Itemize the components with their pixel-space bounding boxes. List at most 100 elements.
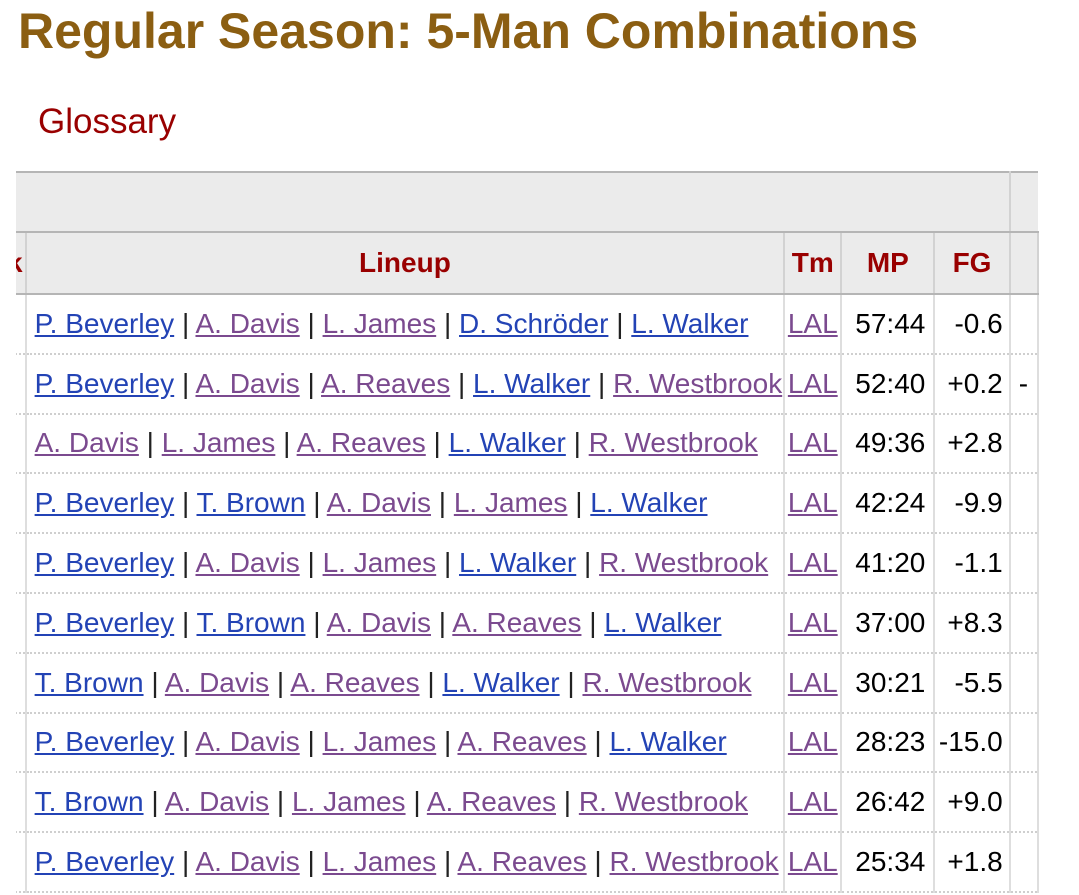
player-link[interactable]: T. Brown bbox=[34, 666, 144, 698]
player-link[interactable]: A. Davis bbox=[195, 367, 300, 399]
overflow-cell bbox=[1009, 294, 1040, 355]
player-link[interactable]: A. Davis bbox=[326, 487, 431, 519]
page-title: Regular Season: 5-Man Combinations bbox=[18, 3, 919, 59]
team-link[interactable]: LAL bbox=[787, 427, 838, 459]
player-link[interactable]: L. James bbox=[453, 487, 568, 519]
player-link[interactable]: A. Reaves bbox=[426, 786, 557, 818]
glossary-link[interactable]: Glossary bbox=[38, 102, 177, 141]
player-link[interactable]: T. Brown bbox=[34, 786, 144, 818]
player-link[interactable]: A. Reaves bbox=[452, 606, 582, 638]
player-link[interactable]: L. Walker bbox=[604, 606, 722, 638]
player-link[interactable]: P. Beverley bbox=[34, 367, 175, 399]
team-cell: LAL bbox=[784, 832, 843, 893]
player-link[interactable]: L. Walker bbox=[590, 487, 708, 519]
team-link[interactable]: LAL bbox=[787, 726, 838, 758]
team-link[interactable]: LAL bbox=[787, 547, 838, 579]
lineup-separator: | bbox=[576, 547, 600, 579]
player-link[interactable]: P. Beverley bbox=[34, 487, 175, 519]
player-link[interactable]: P. Beverley bbox=[34, 547, 175, 579]
team-link[interactable]: LAL bbox=[787, 666, 838, 698]
player-link[interactable]: L. Walker bbox=[609, 726, 727, 758]
team-link[interactable]: LAL bbox=[787, 307, 838, 339]
player-link[interactable]: R. Westbrook bbox=[599, 547, 769, 579]
player-link[interactable]: L. Walker bbox=[448, 427, 566, 459]
lineup-separator: | bbox=[299, 726, 323, 758]
lineups-table-container[interactable]: Rk Lineup Tm MP FG 1P. Beverley | A. Dav… bbox=[16, 171, 1079, 895]
player-link[interactable]: L. James bbox=[322, 547, 437, 579]
player-link[interactable]: L. James bbox=[291, 786, 406, 818]
player-link[interactable]: P. Beverley bbox=[34, 726, 175, 758]
player-link[interactable]: D. Schröder bbox=[459, 307, 609, 339]
lineup-separator: | bbox=[275, 427, 297, 459]
overflow-cell bbox=[1009, 652, 1040, 714]
player-link[interactable]: L. James bbox=[322, 307, 437, 339]
player-link[interactable]: T. Brown bbox=[196, 487, 306, 519]
player-link[interactable]: L. Walker bbox=[473, 367, 591, 399]
player-link[interactable]: L. Walker bbox=[459, 547, 577, 579]
lineup-separator: | bbox=[174, 846, 196, 878]
column-header-lineup[interactable]: Lineup bbox=[25, 232, 786, 295]
player-link[interactable]: P. Beverley bbox=[34, 846, 175, 878]
rank-cell: 8 bbox=[16, 712, 27, 774]
column-header-tm[interactable]: Tm bbox=[784, 232, 843, 295]
table-row: 10P. Beverley | A. Davis | L. James | A.… bbox=[16, 832, 1040, 893]
player-link[interactable]: A. Davis bbox=[195, 307, 300, 339]
player-link[interactable]: A. Reaves bbox=[457, 726, 587, 758]
minutes-cell: 28:23 bbox=[841, 712, 936, 774]
team-link[interactable]: LAL bbox=[787, 786, 838, 818]
player-link[interactable]: L. James bbox=[161, 427, 276, 459]
column-header-next[interactable] bbox=[1009, 232, 1040, 295]
lineup-separator: | bbox=[608, 307, 632, 339]
table-row: 8P. Beverley | A. Davis | L. James | A. … bbox=[16, 712, 1040, 774]
column-header-mp[interactable]: MP bbox=[841, 232, 936, 295]
fg-cell: -5.5 bbox=[934, 652, 1011, 714]
player-link[interactable]: R. Westbrook bbox=[613, 367, 783, 399]
overflow-cell bbox=[1009, 772, 1040, 834]
player-link[interactable]: A. Reaves bbox=[457, 846, 587, 878]
player-link[interactable]: A. Davis bbox=[195, 726, 300, 758]
player-link[interactable]: A. Davis bbox=[34, 427, 139, 459]
player-link[interactable]: A. Davis bbox=[164, 786, 270, 818]
team-cell: LAL bbox=[784, 712, 843, 774]
column-header-fg[interactable]: FG bbox=[934, 232, 1011, 295]
player-link[interactable]: R. Westbrook bbox=[609, 846, 779, 878]
player-link[interactable]: L. Walker bbox=[631, 307, 749, 339]
team-link[interactable]: LAL bbox=[787, 367, 838, 399]
player-link[interactable]: A. Reaves bbox=[290, 666, 420, 698]
player-link[interactable]: L. James bbox=[322, 726, 437, 758]
team-link[interactable]: LAL bbox=[787, 487, 838, 519]
player-link[interactable]: P. Beverley bbox=[34, 307, 175, 339]
player-link[interactable]: R. Westbrook bbox=[582, 666, 752, 698]
lineup-separator: | bbox=[430, 487, 454, 519]
lineup-separator: | bbox=[430, 606, 453, 638]
fg-cell: +1.8 bbox=[934, 832, 1011, 893]
lineup-separator: | bbox=[299, 547, 323, 579]
team-link[interactable]: LAL bbox=[787, 846, 838, 878]
table-row: 6P. Beverley | T. Brown | A. Davis | A. … bbox=[16, 592, 1040, 654]
player-link[interactable]: P. Beverley bbox=[34, 606, 175, 638]
team-cell: LAL bbox=[784, 592, 843, 654]
lineup-separator: | bbox=[299, 367, 322, 399]
overflow-cell bbox=[1009, 592, 1040, 654]
team-cell: LAL bbox=[784, 353, 843, 415]
lineup-separator: | bbox=[436, 726, 458, 758]
player-link[interactable]: R. Westbrook bbox=[588, 427, 758, 459]
player-link[interactable]: A. Davis bbox=[164, 666, 270, 698]
player-link[interactable]: A. Reaves bbox=[296, 427, 426, 459]
player-link[interactable]: A. Davis bbox=[195, 547, 300, 579]
player-link[interactable]: T. Brown bbox=[196, 606, 306, 638]
lineup-separator: | bbox=[450, 367, 474, 399]
team-link[interactable]: LAL bbox=[787, 606, 838, 638]
player-link[interactable]: A. Reaves bbox=[321, 367, 451, 399]
player-link[interactable]: A. Davis bbox=[326, 606, 431, 638]
column-header-rk[interactable]: Rk bbox=[16, 232, 27, 295]
player-link[interactable]: R. Westbrook bbox=[578, 786, 748, 818]
overflow-cell bbox=[1009, 832, 1040, 893]
lineup-separator: | bbox=[586, 846, 610, 878]
player-link[interactable]: L. James bbox=[322, 846, 437, 878]
player-link[interactable]: L. Walker bbox=[442, 666, 560, 698]
minutes-cell: 30:21 bbox=[841, 652, 936, 714]
fg-cell: +2.8 bbox=[934, 413, 1011, 475]
player-link[interactable]: A. Davis bbox=[195, 846, 300, 878]
lineup-separator: | bbox=[174, 726, 196, 758]
